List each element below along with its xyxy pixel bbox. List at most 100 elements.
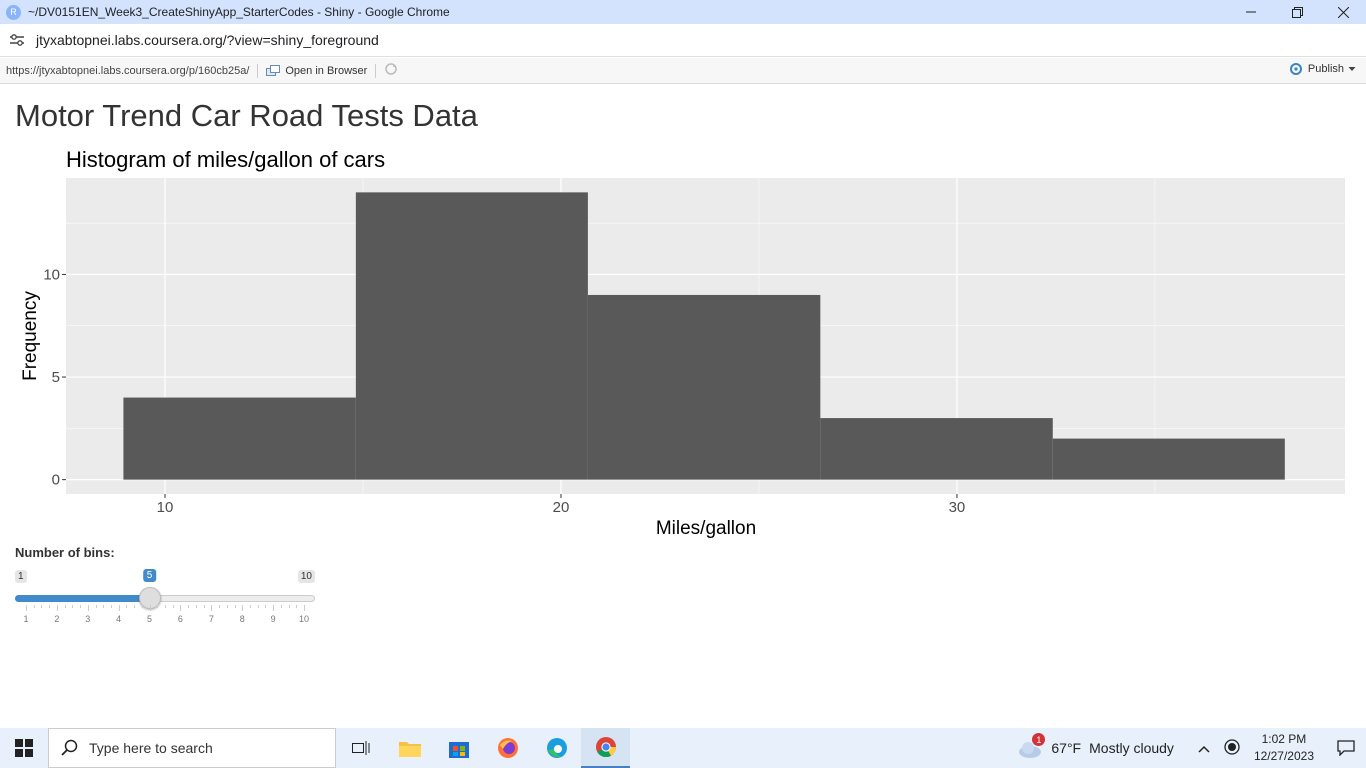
search-placeholder: Type here to search [89,740,213,756]
store-button[interactable] [434,728,483,768]
window-titlebar: R ~/DV0151EN_Week3_CreateShinyApp_Starte… [0,0,1366,24]
viewer-toolbar: https://jtyxabtopnei.labs.coursera.org/p… [0,58,1366,84]
slider-tick [64,605,66,608]
y-tick-label: 10 [43,266,60,283]
slider-grid-label: 3 [85,614,91,624]
weather-widget[interactable]: 1 67°F Mostly cloudy [1017,733,1174,759]
slider-tick [180,605,182,611]
close-icon [1337,6,1349,18]
slider-tick [249,605,251,608]
close-button[interactable] [1320,0,1366,24]
slider-tick [288,605,290,608]
slider-tick [203,605,205,608]
y-axis-label: Frequency [20,291,41,381]
clock-time: 1:02 PM [1261,732,1307,746]
histogram-bar [587,294,821,480]
start-button[interactable] [0,728,48,768]
slider-tick [80,605,82,608]
x-tick-label: 20 [553,499,570,516]
task-view-icon [351,741,369,755]
open-in-browser-label: Open in Browser [285,64,368,77]
page-title: Motor Trend Car Road Tests Data [15,98,478,133]
slider-grid-label: 10 [298,614,310,624]
slider-tick [126,605,128,608]
slider-tick [87,605,89,611]
weather-badge: 1 [1032,733,1046,746]
slider-grid: 1 2 3 4 5 6 7 8 9 10 [15,605,315,625]
windows-icon [15,739,33,757]
slider-tick [165,605,166,608]
open-browser-icon [266,65,281,76]
taskbar-search[interactable]: Type here to search [48,728,336,768]
slider-grid-label: 2 [54,614,60,624]
site-settings-icon[interactable] [10,34,24,46]
show-hidden-icons-chevron-icon[interactable] [1198,740,1210,756]
slider-value-label: 5 [142,569,157,582]
publish-label: Publish [1307,63,1344,75]
toolbar-divider [375,63,377,78]
slider-tick [95,605,97,608]
slider-tick [149,605,151,611]
chevron-down-icon [1348,67,1356,71]
slider-max-label: 10 [297,570,315,583]
slider-grid-label: 5 [147,614,153,624]
rstudio-app-icon: R [6,4,21,20]
slider-tick [141,605,143,608]
notification-icon [1337,740,1355,756]
chrome-button[interactable] [581,728,630,768]
cloud-icon: 1 [1017,733,1046,759]
window-title: ~/DV0151EN_Week3_CreateShinyApp_StarterC… [28,5,450,19]
slider-tick [265,605,267,608]
file-explorer-button[interactable] [385,728,434,768]
y-tick-label: 0 [52,472,60,489]
open-in-browser-button[interactable]: Open in Browser [266,65,367,77]
slider-tick [211,605,213,611]
restore-icon [1291,6,1303,18]
minimize-icon [1246,11,1256,13]
histogram-bar [1052,438,1285,480]
clock[interactable]: 1:02 PM 12/27/2023 [1254,731,1314,765]
toolbar-divider [257,63,259,78]
url-field[interactable]: jtyxabtopnei.labs.coursera.org/?view=shi… [36,32,379,48]
slider-min-label: 1 [15,570,27,583]
record-icon[interactable] [1224,738,1240,758]
plot-axes: 10 20 30 0 5 10 [43,266,965,516]
weather-status: Mostly cloudy [1089,740,1174,756]
restore-button[interactable] [1274,0,1320,24]
histogram-bars [123,192,1285,480]
histogram-plot: Histogram of miles/gallon of cars 10 20 30… [20,147,1345,539]
slider-tick [242,605,244,611]
y-tick-label: 5 [52,369,60,386]
chrome-icon [595,737,616,758]
edge-button[interactable] [532,728,581,768]
slider-tick [72,605,74,608]
temperature: 67°F [1051,740,1082,756]
refresh-icon[interactable] [384,62,398,79]
address-bar: jtyxabtopnei.labs.coursera.org/?view=shi… [0,24,1366,57]
slider-tick [234,605,236,608]
slider-tick [41,605,43,608]
task-view-button[interactable] [336,728,385,768]
slider-tick [157,605,159,608]
bins-slider-input: Number of bins: 1 10 5 1 2 3 4 5 6 7 8 9 10 [15,545,315,624]
viewer-url[interactable]: https://jtyxabtopnei.labs.coursera.org/p… [6,64,250,77]
slider-tick [33,605,35,608]
x-tick-label: 10 [157,499,174,516]
slider-tick [172,605,174,608]
store-icon [448,742,469,758]
histogram-bar [820,418,1053,480]
publish-button[interactable]: Publish [1288,63,1356,75]
edge-icon [546,738,567,758]
firefox-button[interactable] [483,728,532,768]
slider-tick [219,605,221,608]
slider-tick [296,605,298,608]
slider-tick [49,605,51,608]
slider-tick [118,605,120,611]
slider-grid-label: 4 [116,614,122,624]
slider-tick [26,605,27,611]
window-controls [1228,0,1366,24]
slider-grid-label: 9 [270,614,276,624]
minimize-button[interactable] [1228,0,1274,24]
notifications-button[interactable] [1326,740,1366,756]
chart-title: Histogram of miles/gallon of cars [66,147,385,172]
